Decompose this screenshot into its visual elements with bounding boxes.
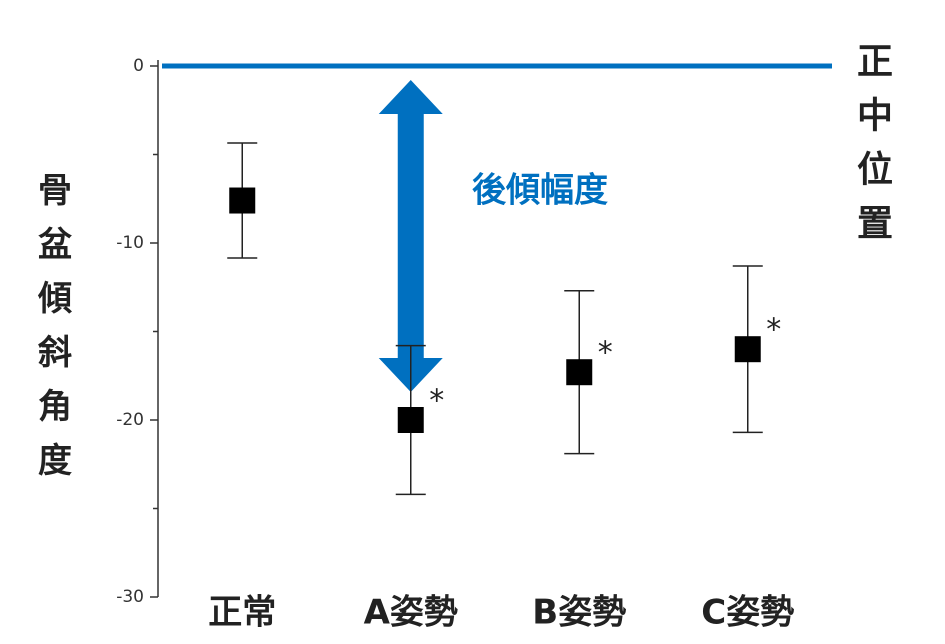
y-tick-label: -10 [116, 233, 144, 253]
x-tick-label: 正常 [208, 593, 276, 633]
reference-line-label: 正中位置 [851, 42, 893, 258]
marker [229, 187, 256, 214]
y-tick-label: -30 [116, 587, 144, 607]
x-tick-label: A姿勢 [364, 593, 458, 633]
marker [397, 407, 424, 433]
x-tick-label: B姿勢 [532, 593, 626, 633]
significance: * [598, 336, 613, 371]
y-tick-label: 0 [133, 56, 144, 76]
arrow [378, 80, 443, 392]
x-tick-label: C姿勢 [701, 593, 794, 633]
y-axis-label: 骨盆傾斜角度 [32, 172, 73, 496]
significance: * [766, 313, 781, 348]
marker [734, 336, 761, 363]
significance: * [429, 384, 444, 419]
marker [566, 359, 593, 386]
y-tick-label: -20 [116, 410, 144, 430]
annotation: 後傾幅度 [472, 171, 608, 211]
